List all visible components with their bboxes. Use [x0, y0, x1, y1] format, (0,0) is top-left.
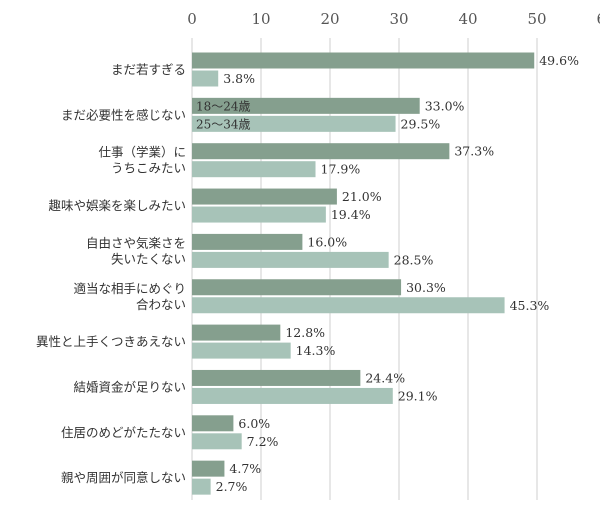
- x-tick-label: 30: [389, 10, 408, 28]
- bar-value-label: 28.5%: [394, 252, 434, 267]
- bar: [192, 297, 505, 314]
- x-tick-label: 20: [320, 10, 339, 28]
- bar-value-label: 2.7%: [216, 479, 248, 494]
- x-tick-label: 0: [187, 10, 197, 28]
- legend-entry: 25～34歳: [196, 117, 251, 131]
- bar-value-label: 24.4%: [365, 370, 405, 385]
- bar-value-label: 7.2%: [247, 434, 279, 449]
- category-label: 趣味や娯楽を楽しみたい: [48, 198, 186, 213]
- x-tick-label: 40: [458, 10, 477, 28]
- bar: [192, 97, 420, 114]
- category-label: まだ若すぎる: [111, 62, 186, 77]
- bar: [192, 52, 535, 69]
- category-label: 住居のめどがたたない: [61, 425, 186, 440]
- bar-value-label: 37.3%: [454, 144, 494, 159]
- legend-entry: 18～24歳: [196, 99, 251, 113]
- bar: [192, 324, 281, 341]
- category-label: 異性と上手くつきあえない: [36, 334, 186, 349]
- bar: [192, 161, 316, 178]
- category-label: 仕事（学業）にうちこみたい: [98, 145, 186, 176]
- bar: [192, 188, 337, 205]
- bar: [192, 433, 242, 450]
- bar: [192, 478, 211, 495]
- bar-value-label: 17.9%: [321, 162, 361, 177]
- bar-value-label: 21.0%: [342, 189, 382, 204]
- x-axis-ticks: 0 10 20 30 40 50 60: [187, 10, 600, 28]
- bar-value-label: 33.0%: [425, 98, 465, 113]
- bar-value-label: 16.0%: [307, 234, 347, 249]
- bar: [192, 342, 291, 359]
- bar: [192, 369, 361, 386]
- bar: [192, 206, 326, 223]
- bar-value-label: 12.8%: [285, 325, 325, 340]
- bar: [192, 387, 393, 404]
- bar: [192, 233, 303, 250]
- category-label: 親や周囲が同意しない: [61, 470, 186, 485]
- bar: [192, 460, 225, 477]
- value-labels: 49.6% 3.8% 33.0% 29.5% 37.3% 17.9% 21.0% 19.4% 1…: [216, 53, 579, 494]
- category-labels: まだ若すぎるまだ必要性を感じない仕事（学業）にうちこみたい趣味や娯楽を楽しみたい…: [36, 62, 186, 485]
- bars: [192, 52, 535, 495]
- bar-value-label: 3.8%: [223, 71, 255, 86]
- bar: [192, 143, 450, 160]
- bar-value-label: 45.3%: [510, 298, 550, 313]
- category-label: 適当な相手にめぐり合わない: [73, 281, 186, 312]
- legend: 18～24歳 25～34歳: [196, 99, 251, 131]
- bar-value-label: 4.7%: [229, 461, 261, 476]
- x-tick-label: 50: [527, 10, 546, 28]
- bar-value-label: 30.3%: [406, 280, 446, 295]
- bar: [192, 279, 402, 296]
- category-label: 結婚資金が足りない: [73, 379, 186, 394]
- bar: [192, 115, 396, 132]
- bar-value-label: 6.0%: [238, 416, 270, 431]
- category-label: 自由さや気楽さを失いたくない: [86, 235, 186, 266]
- bar-value-label: 29.1%: [398, 388, 438, 403]
- category-label: まだ必要性を感じない: [61, 107, 186, 122]
- bar: [192, 251, 389, 268]
- x-tick-label: 60: [596, 10, 600, 28]
- bar-value-label: 29.5%: [401, 116, 441, 131]
- bar-value-label: 14.3%: [296, 343, 336, 358]
- x-tick-label: 10: [251, 10, 270, 28]
- bar: [192, 415, 234, 432]
- bar-value-label: 19.4%: [331, 207, 371, 222]
- bar-value-label: 49.6%: [539, 53, 579, 68]
- bar: [192, 70, 219, 87]
